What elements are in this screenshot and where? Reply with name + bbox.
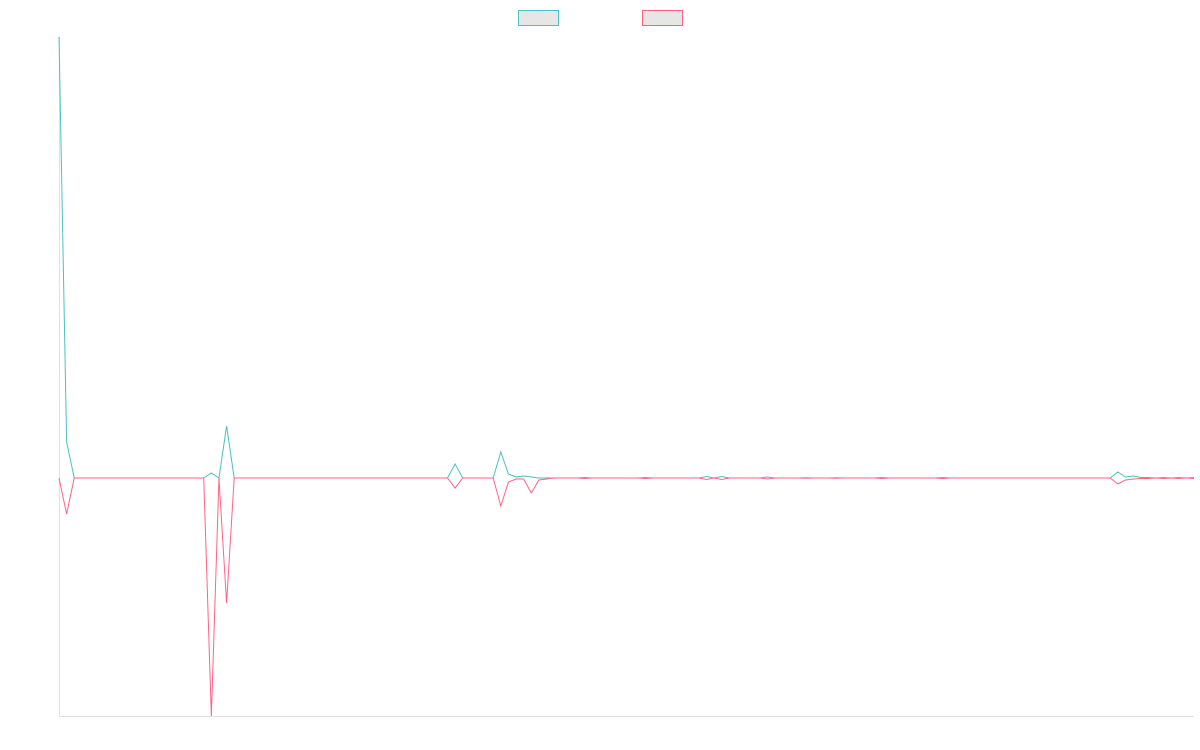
series-line <box>58 477 1195 717</box>
legend-swatch <box>642 10 683 26</box>
legend-swatch <box>518 10 559 26</box>
series-line <box>58 36 1195 479</box>
